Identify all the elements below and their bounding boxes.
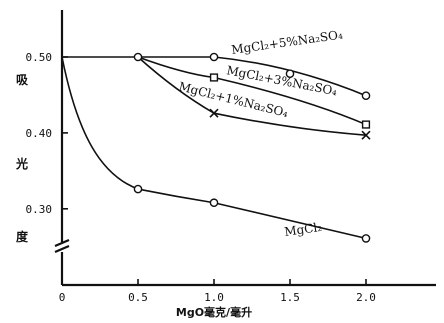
series-label: MgCl₂+5%Na₂SO₄	[230, 27, 343, 57]
x-tick-label: 1.0	[204, 291, 224, 304]
data-point	[285, 69, 295, 78]
data-point	[361, 120, 371, 129]
x-tick-label: 2.0	[356, 291, 376, 304]
chart-ticks: 0.50 0.40 0.30 0 0.5 1.0 1.5 2.0	[26, 51, 376, 304]
y-axis-break-mark	[54, 238, 70, 254]
data-point	[361, 91, 371, 101]
data-point	[361, 130, 371, 140]
y-axis-label-char: 度	[16, 229, 29, 244]
data-point	[209, 108, 219, 118]
x-tick-label: 0.5	[128, 291, 148, 304]
y-tick-label: 0.30	[26, 203, 53, 216]
series-line-3pct	[137, 56, 367, 126]
x-axis-label: MgO毫克/毫升	[176, 305, 252, 319]
chart-series	[61, 52, 371, 243]
data-point	[209, 52, 219, 62]
data-point	[209, 73, 219, 82]
x-tick-label: 1.5	[280, 291, 300, 304]
series-line-1pct	[137, 56, 367, 136]
data-point	[133, 184, 143, 194]
series-label: MgCl₂	[283, 220, 323, 239]
series-line-mgcl2	[61, 56, 367, 240]
data-point	[361, 234, 371, 243]
data-point	[209, 198, 219, 208]
series-line-5pct	[62, 56, 367, 97]
y-axis-label-char: 吸	[16, 73, 29, 87]
y-tick-label: 0.50	[26, 51, 53, 64]
chart-axes	[54, 10, 436, 287]
x-tick-label: 0	[59, 291, 66, 304]
y-axis-label-char: 光	[15, 156, 28, 171]
data-point	[133, 52, 143, 62]
y-tick-label: 0.40	[26, 127, 53, 140]
